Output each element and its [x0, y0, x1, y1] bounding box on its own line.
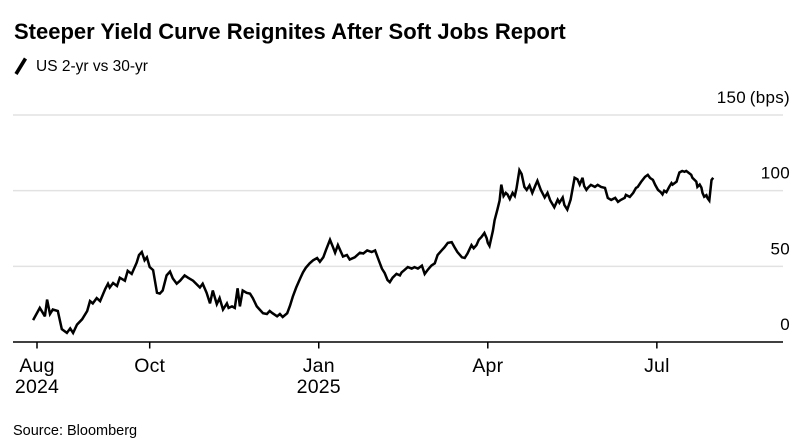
chart-title: Steeper Yield Curve Reignites After Soft…	[14, 19, 566, 44]
chart-legend: US 2-yr vs 30-yr	[14, 57, 148, 76]
y-tick-label: 0	[780, 315, 790, 334]
series-line	[32, 166, 715, 336]
series-slash-icon	[14, 57, 28, 75]
x-tick-label: Apr	[472, 355, 503, 377]
x-tick-label: Oct	[134, 355, 165, 377]
x-tick-label: Jan	[303, 355, 335, 377]
y-tick-label: 100	[761, 164, 790, 183]
x-tick-sublabel: 2025	[297, 376, 341, 398]
y-tick-label: 150 (bps)	[717, 88, 790, 107]
source-note: Source: Bloomberg	[13, 423, 138, 439]
x-tick-sublabel: 2024	[15, 376, 59, 398]
x-tick-label: Jul	[644, 355, 670, 377]
x-tick-label: Aug	[19, 355, 54, 377]
y-tick-label: 50	[770, 239, 790, 258]
legend-label: US 2-yr vs 30-yr	[36, 57, 148, 75]
